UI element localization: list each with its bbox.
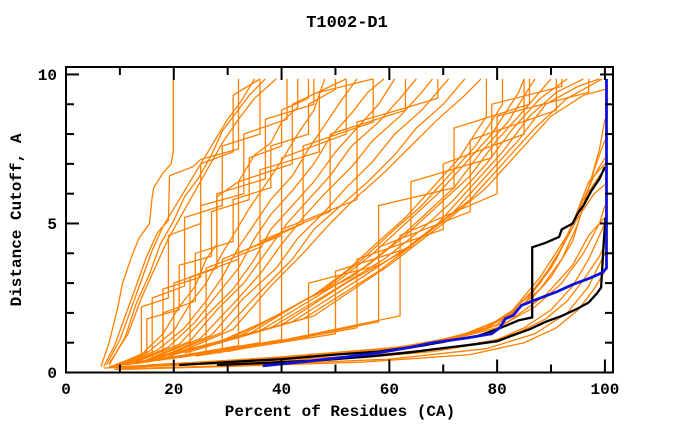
curve-model-orange-04 — [108, 78, 266, 366]
curve-model-orange-02 — [103, 78, 240, 367]
curve-model-orange-24 — [146, 78, 434, 362]
curve-model-orange-26 — [157, 78, 466, 360]
x-axis-label: Percent of Residues (CA) — [225, 403, 455, 421]
axis-ticks — [65, 68, 612, 374]
curve-model-orange-37 — [184, 88, 606, 354]
curve-model-orange-09 — [125, 78, 315, 366]
curve-model-orange-29 — [152, 78, 504, 359]
x-tick-label-0: 0 — [61, 381, 71, 399]
curve-model-orange-01 — [100, 78, 174, 367]
curve-model-black-2 — [216, 217, 607, 367]
curve-model-orange-52 — [152, 217, 606, 366]
x-tick-label-100: 100 — [591, 381, 620, 399]
y-axis-label: Distance Cutoff, A — [8, 133, 26, 306]
x-tick-label-20: 20 — [164, 381, 183, 399]
curve-model-orange-23 — [141, 78, 417, 363]
curve-model-orange-33 — [162, 78, 568, 357]
curve-model-orange-39 — [195, 78, 563, 357]
y-tick-label-0: 0 — [47, 365, 57, 383]
curves-layer — [100, 78, 608, 371]
curve-model-orange-11 — [135, 78, 374, 365]
curve-model-orange-27 — [162, 78, 482, 360]
curve-model-orange-03 — [105, 78, 256, 366]
curve-model-orange-38 — [179, 78, 531, 359]
curve-model-black-1 — [179, 166, 606, 367]
chart-title: T1002-D1 — [306, 14, 388, 33]
curve-model-orange-32 — [162, 78, 552, 357]
x-tick-label-40: 40 — [272, 381, 291, 399]
curve-model-orange-21 — [130, 78, 385, 365]
curve-model-orange-17 — [130, 78, 337, 363]
curve-model-orange-30 — [157, 78, 525, 359]
curve-model-orange-41 — [216, 78, 558, 354]
curve-model-orange-25 — [151, 78, 450, 362]
y-tick-label-5: 5 — [47, 216, 57, 234]
curve-model-orange-15 — [168, 78, 439, 360]
curve-model-orange-05 — [108, 78, 277, 364]
curve-model-orange-42 — [227, 78, 590, 353]
y-tick-label-10: 10 — [38, 67, 57, 85]
axis-tick-labels: 0 20 40 60 80 100 0 5 10 — [38, 67, 620, 399]
curve-model-orange-07 — [114, 78, 261, 368]
plot-frame — [65, 66, 614, 374]
curve-model-orange-20 — [125, 78, 358, 365]
x-tick-label-60: 60 — [380, 381, 399, 399]
curve-model-blue-1 — [262, 78, 608, 368]
curve-model-orange-19 — [119, 78, 326, 366]
x-tick-label-80: 80 — [488, 381, 507, 399]
curve-model-orange-18 — [114, 78, 299, 366]
curve-model-orange-40 — [205, 78, 525, 356]
curve-model-orange-22 — [135, 78, 396, 363]
curve-model-orange-16 — [119, 78, 310, 365]
